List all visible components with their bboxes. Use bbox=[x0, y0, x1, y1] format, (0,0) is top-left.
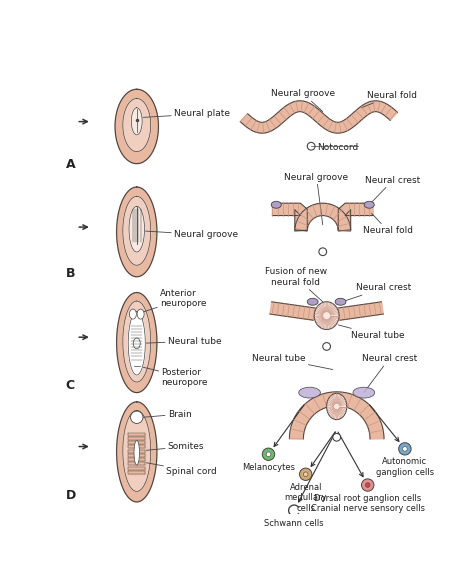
Polygon shape bbox=[117, 187, 157, 277]
Polygon shape bbox=[115, 89, 158, 164]
Polygon shape bbox=[117, 293, 157, 392]
Text: D: D bbox=[65, 489, 76, 502]
Circle shape bbox=[362, 479, 374, 491]
Ellipse shape bbox=[133, 338, 140, 349]
Ellipse shape bbox=[137, 309, 144, 319]
Circle shape bbox=[399, 443, 411, 455]
Polygon shape bbox=[128, 312, 145, 375]
Ellipse shape bbox=[130, 411, 143, 424]
Ellipse shape bbox=[299, 387, 320, 398]
Circle shape bbox=[402, 447, 407, 451]
Circle shape bbox=[323, 343, 330, 350]
Text: Notocord: Notocord bbox=[317, 143, 358, 152]
Text: Neural groove: Neural groove bbox=[271, 89, 336, 111]
Polygon shape bbox=[129, 207, 145, 252]
Polygon shape bbox=[117, 402, 157, 502]
Polygon shape bbox=[240, 101, 398, 133]
Text: Schwann cells: Schwann cells bbox=[264, 519, 324, 528]
Polygon shape bbox=[128, 445, 145, 448]
Text: Spinal cord: Spinal cord bbox=[142, 462, 217, 475]
Circle shape bbox=[266, 452, 271, 456]
Polygon shape bbox=[123, 410, 151, 492]
Text: C: C bbox=[65, 379, 74, 392]
Text: Neural crest: Neural crest bbox=[342, 283, 411, 302]
Polygon shape bbox=[128, 437, 145, 440]
Ellipse shape bbox=[307, 298, 318, 305]
Text: Neural fold: Neural fold bbox=[363, 213, 413, 235]
Text: Neural plate: Neural plate bbox=[137, 110, 230, 118]
Polygon shape bbox=[128, 471, 145, 474]
Ellipse shape bbox=[134, 440, 139, 465]
Ellipse shape bbox=[129, 309, 137, 319]
Text: Melanocytes: Melanocytes bbox=[242, 463, 295, 472]
Text: Neural tube: Neural tube bbox=[252, 354, 333, 369]
Circle shape bbox=[303, 472, 308, 477]
Polygon shape bbox=[123, 196, 151, 265]
Polygon shape bbox=[290, 392, 384, 439]
Circle shape bbox=[262, 448, 275, 460]
Ellipse shape bbox=[353, 387, 374, 398]
Circle shape bbox=[300, 468, 312, 481]
Ellipse shape bbox=[314, 302, 339, 329]
Text: Neural crest: Neural crest bbox=[365, 175, 420, 205]
Polygon shape bbox=[273, 203, 373, 231]
Polygon shape bbox=[128, 449, 145, 453]
Polygon shape bbox=[338, 302, 383, 320]
Polygon shape bbox=[270, 302, 315, 320]
Polygon shape bbox=[123, 99, 151, 152]
Text: Adrenal
medullary
cells: Adrenal medullary cells bbox=[284, 483, 327, 512]
Text: Dorsal root ganglion cells
Cranial nerve sensory cells: Dorsal root ganglion cells Cranial nerve… bbox=[310, 493, 425, 513]
Polygon shape bbox=[128, 433, 145, 436]
Ellipse shape bbox=[335, 298, 346, 305]
Circle shape bbox=[365, 483, 370, 488]
Text: A: A bbox=[65, 158, 75, 171]
Ellipse shape bbox=[271, 201, 281, 208]
Ellipse shape bbox=[364, 201, 374, 208]
Text: Brain: Brain bbox=[143, 410, 191, 419]
Circle shape bbox=[333, 433, 341, 441]
Ellipse shape bbox=[327, 394, 347, 419]
Text: Neural fold: Neural fold bbox=[362, 91, 417, 108]
Text: Neural tube: Neural tube bbox=[141, 336, 221, 346]
Polygon shape bbox=[123, 301, 151, 382]
Circle shape bbox=[319, 248, 327, 256]
Text: Fusion of new
neural fold: Fusion of new neural fold bbox=[264, 268, 327, 302]
Text: Anterior
neuropore: Anterior neuropore bbox=[137, 289, 207, 314]
Polygon shape bbox=[131, 108, 142, 135]
Polygon shape bbox=[128, 467, 145, 470]
Polygon shape bbox=[128, 458, 145, 461]
Polygon shape bbox=[128, 454, 145, 457]
Polygon shape bbox=[128, 441, 145, 444]
Circle shape bbox=[307, 143, 315, 150]
Text: Autonomic
ganglion cells: Autonomic ganglion cells bbox=[376, 458, 434, 477]
Text: Neural groove: Neural groove bbox=[143, 230, 238, 239]
Text: B: B bbox=[65, 267, 75, 280]
Text: Neural tube: Neural tube bbox=[338, 325, 405, 340]
Text: Somites: Somites bbox=[145, 442, 204, 451]
Text: Neural groove: Neural groove bbox=[284, 173, 348, 225]
Text: Posterior
neuropore: Posterior neuropore bbox=[140, 366, 208, 387]
Text: Neural crest: Neural crest bbox=[362, 354, 417, 392]
Polygon shape bbox=[128, 462, 145, 466]
